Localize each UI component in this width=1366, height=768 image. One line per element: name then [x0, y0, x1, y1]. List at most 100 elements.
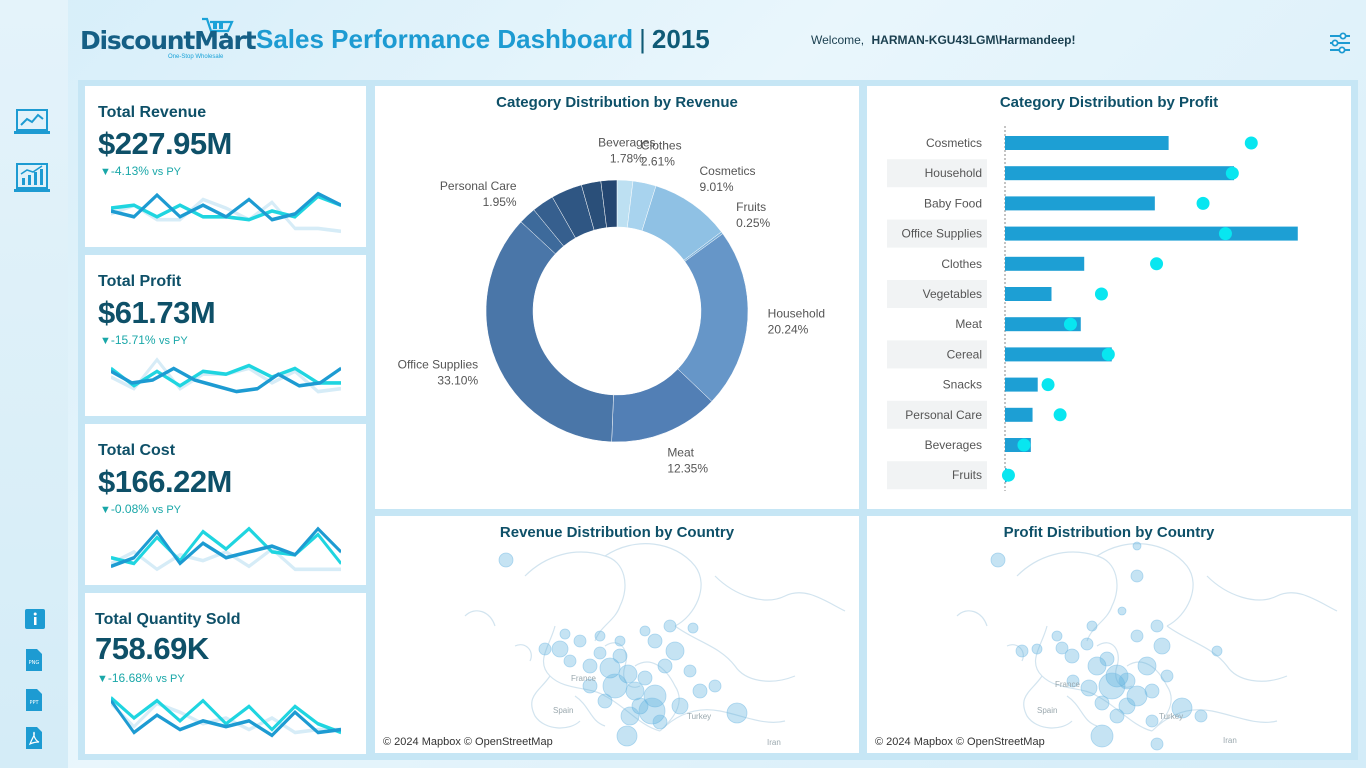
png-file-icon[interactable]: PNG [24, 648, 46, 672]
profit-bar[interactable] [1005, 347, 1112, 362]
country-bubble[interactable] [1153, 637, 1171, 655]
profit-bar[interactable] [1005, 407, 1033, 422]
country-bubble[interactable] [990, 552, 1006, 568]
donut-slice[interactable] [600, 179, 618, 228]
country-bubble[interactable] [1066, 674, 1080, 688]
country-bubble[interactable] [1117, 606, 1127, 616]
profit-target-dot[interactable] [1196, 196, 1210, 210]
country-bubble[interactable] [1098, 672, 1126, 700]
filter-sliders-icon[interactable] [1328, 32, 1352, 54]
profit-target-dot[interactable] [1053, 408, 1067, 422]
profit-target-dot[interactable] [1244, 136, 1258, 150]
country-bubble[interactable] [593, 646, 607, 660]
country-bubble[interactable] [1211, 645, 1223, 657]
donut-slice[interactable] [677, 233, 749, 402]
country-bubble[interactable] [594, 630, 606, 642]
country-bubble[interactable] [1031, 643, 1043, 655]
country-bubble[interactable] [616, 725, 638, 747]
country-bubble[interactable] [647, 633, 663, 649]
country-bubble[interactable] [614, 635, 626, 647]
profit-target-dot[interactable] [1041, 378, 1055, 392]
country-bubble[interactable] [1130, 569, 1144, 583]
kpi-card-quantity[interactable]: Total Quantity Sold 758.69K ▼-16.68% vs … [85, 593, 366, 754]
profit-target-dot[interactable] [1218, 227, 1232, 241]
pdf-file-icon[interactable] [24, 726, 46, 750]
country-bubble[interactable] [1064, 648, 1080, 664]
country-bubble[interactable] [1099, 651, 1115, 667]
country-bubble[interactable] [625, 681, 645, 701]
country-bubble[interactable] [1094, 695, 1110, 711]
country-bubble[interactable] [671, 697, 689, 715]
country-bubble[interactable] [1051, 630, 1063, 642]
country-bubble[interactable] [538, 642, 552, 656]
profit-target-dot[interactable] [1094, 287, 1108, 301]
country-bubble[interactable] [1109, 708, 1125, 724]
profit-target-dot[interactable] [1017, 438, 1031, 452]
revenue-donut-chart[interactable]: Beverages 1.78%Clothes 2.61% Cosmetics 9.01%… [375, 86, 859, 509]
profit-bar[interactable] [1005, 287, 1052, 301]
country-bubble[interactable] [1137, 656, 1157, 676]
country-bubble[interactable] [1194, 709, 1208, 723]
analytics-chart-icon[interactable] [14, 162, 50, 194]
country-bubble[interactable] [1080, 679, 1098, 697]
country-bubble[interactable] [563, 654, 577, 668]
country-bubble[interactable] [683, 664, 697, 678]
country-bubble[interactable] [1105, 664, 1129, 688]
country-bubble[interactable] [1015, 644, 1029, 658]
country-bubble[interactable] [498, 552, 514, 568]
country-bubble[interactable] [726, 702, 748, 724]
country-bubble[interactable] [612, 648, 628, 664]
country-bubble[interactable] [687, 622, 699, 634]
profit-target-dot[interactable] [1001, 468, 1015, 482]
country-bubble[interactable] [1171, 697, 1193, 719]
country-bubble[interactable] [665, 641, 685, 661]
country-bubble[interactable] [1150, 619, 1164, 633]
country-bubble[interactable] [618, 664, 638, 684]
country-bubble[interactable] [1150, 737, 1164, 751]
country-bubble[interactable] [582, 658, 598, 674]
country-bubble[interactable] [663, 619, 677, 633]
profit-bar[interactable] [1005, 377, 1038, 392]
country-bubble[interactable] [1086, 620, 1098, 632]
country-bubble[interactable] [1160, 669, 1174, 683]
donut-slice[interactable] [485, 221, 614, 443]
profit-target-dot[interactable] [1225, 166, 1239, 180]
country-bubble[interactable] [1145, 714, 1159, 728]
country-bubble[interactable] [597, 693, 613, 709]
country-bubble[interactable] [1090, 724, 1114, 748]
country-bubble[interactable] [620, 706, 640, 726]
country-bubble[interactable] [1144, 683, 1160, 699]
country-bubble[interactable] [652, 714, 668, 730]
profit-bar-chart[interactable]: Cosmetics Household Baby Food Office Suppli… [867, 86, 1351, 509]
kpi-card-revenue[interactable]: Total Revenue $227.95M ▼-4.13% vs PY [85, 86, 366, 247]
profit-target-dot[interactable] [1150, 257, 1164, 271]
country-bubble[interactable] [599, 657, 621, 679]
country-bubble[interactable] [1055, 641, 1069, 655]
profit-country-map[interactable] [867, 516, 1351, 753]
country-bubble[interactable] [1132, 541, 1142, 551]
map-credit[interactable]: © 2024 Mapbox © OpenStreetMap [383, 736, 553, 748]
profit-target-dot[interactable] [1063, 317, 1077, 331]
profit-bar[interactable] [1005, 317, 1081, 332]
country-bubble[interactable] [692, 683, 708, 699]
country-bubble[interactable] [582, 678, 598, 694]
country-bubble[interactable] [559, 628, 571, 640]
country-bubble[interactable] [1130, 629, 1144, 643]
ppt-file-icon[interactable]: PPT [24, 688, 46, 712]
country-bubble[interactable] [637, 670, 653, 686]
profit-bar[interactable] [1005, 256, 1085, 271]
country-bubble[interactable] [573, 634, 587, 648]
kpi-card-profit[interactable]: Total Profit $61.73M ▼-15.71% vs PY [85, 255, 366, 416]
revenue-country-map[interactable] [375, 516, 859, 753]
country-bubble[interactable] [1118, 672, 1136, 690]
profit-bar[interactable] [1005, 166, 1235, 181]
country-bubble[interactable] [638, 697, 666, 725]
country-bubble[interactable] [1080, 637, 1094, 651]
country-bubble[interactable] [708, 679, 722, 693]
profit-bar[interactable] [1005, 136, 1169, 150]
info-icon[interactable] [24, 608, 46, 632]
profit-bar[interactable] [1005, 196, 1155, 211]
country-bubble[interactable] [639, 625, 651, 637]
line-chart-monitor-icon[interactable] [14, 108, 50, 140]
map-credit[interactable]: © 2024 Mapbox © OpenStreetMap [875, 736, 1045, 748]
